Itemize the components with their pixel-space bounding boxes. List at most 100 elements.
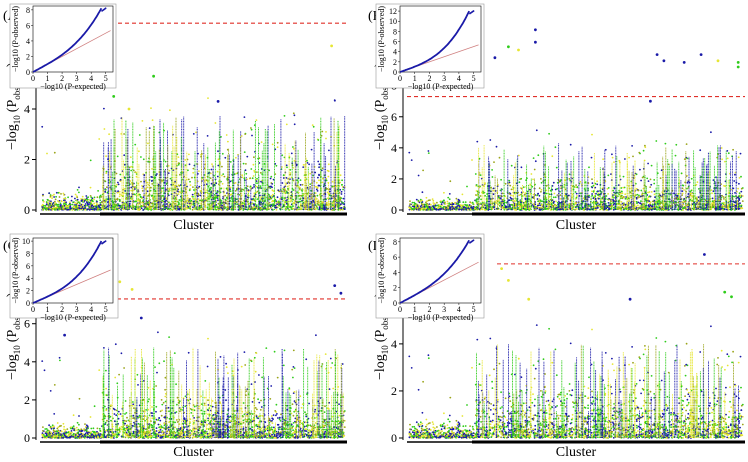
data-point <box>151 179 154 182</box>
data-point <box>312 125 315 128</box>
data-point <box>192 200 195 203</box>
data-point <box>88 199 91 201</box>
data-point <box>316 198 318 200</box>
data-point <box>243 116 246 118</box>
data-point <box>74 193 77 196</box>
data-point <box>325 131 327 133</box>
data-point <box>520 166 523 169</box>
data-point <box>628 156 630 159</box>
data-point <box>96 203 99 206</box>
data-point <box>178 190 181 193</box>
data-point <box>449 180 452 183</box>
data-point <box>341 186 344 188</box>
data-point <box>85 198 87 201</box>
data-point <box>524 197 527 200</box>
data-point <box>75 207 78 210</box>
qq-top-point <box>104 7 107 10</box>
data-point <box>302 166 305 169</box>
data-point <box>653 179 656 181</box>
data-point <box>290 206 292 209</box>
data-point <box>198 205 201 207</box>
data-point <box>117 183 120 186</box>
outlier-point <box>127 107 131 111</box>
data-point <box>340 193 343 195</box>
data-point <box>317 184 320 187</box>
data-point <box>653 193 656 196</box>
data-point <box>234 182 237 184</box>
data-point <box>151 195 153 197</box>
data-point <box>282 177 285 179</box>
data-point <box>224 194 227 197</box>
data-point <box>116 155 119 158</box>
data-point <box>272 209 274 211</box>
data-point <box>552 196 555 199</box>
data-point <box>69 207 72 210</box>
data-point <box>52 206 55 209</box>
data-point <box>259 209 262 211</box>
data-point <box>590 156 593 159</box>
data-point <box>92 200 94 203</box>
data-point <box>64 198 67 200</box>
data-point <box>625 196 627 198</box>
data-point <box>635 200 638 203</box>
data-point <box>42 205 45 207</box>
data-point <box>41 125 44 128</box>
data-point <box>639 168 641 171</box>
y-tick-label: 0 <box>24 203 30 217</box>
data-point <box>286 185 289 188</box>
data-point <box>118 204 120 207</box>
data-point <box>505 205 507 208</box>
data-point <box>575 205 577 208</box>
data-point <box>690 177 693 180</box>
data-point <box>282 174 285 177</box>
data-point <box>276 141 279 144</box>
data-point <box>216 206 219 209</box>
data-point <box>314 201 317 203</box>
data-point <box>302 197 305 200</box>
data-point <box>133 193 136 196</box>
data-point <box>595 200 598 202</box>
data-point <box>740 175 742 178</box>
data-point <box>65 205 67 207</box>
data-point <box>289 200 292 203</box>
data-point <box>251 198 253 201</box>
data-point <box>576 203 579 206</box>
data-point <box>299 200 302 203</box>
data-point <box>318 163 321 166</box>
data-point <box>415 198 418 201</box>
data-point <box>251 202 253 205</box>
data-point <box>342 188 344 191</box>
data-point <box>322 177 324 180</box>
data-point <box>98 138 101 140</box>
data-point <box>104 188 107 191</box>
data-point <box>78 202 81 205</box>
data-point <box>93 198 95 201</box>
data-point <box>275 208 278 211</box>
data-point <box>151 119 154 121</box>
data-point <box>103 128 106 130</box>
data-point <box>444 201 446 204</box>
qq-y-tick-label: 2 <box>26 52 30 61</box>
data-point <box>290 152 293 155</box>
data-point <box>318 204 321 207</box>
data-point <box>188 163 191 166</box>
data-point <box>192 195 194 198</box>
data-point <box>607 187 610 189</box>
data-point <box>141 190 144 192</box>
data-point <box>227 140 229 143</box>
data-point <box>518 181 521 184</box>
data-point <box>538 194 541 197</box>
data-point <box>318 179 320 182</box>
data-point <box>299 184 302 186</box>
data-point <box>244 169 247 172</box>
data-point <box>147 201 149 204</box>
data-point <box>118 190 121 193</box>
data-point <box>146 208 149 211</box>
data-point <box>252 163 255 166</box>
data-point <box>225 202 228 205</box>
data-point <box>75 195 78 198</box>
data-point <box>192 197 194 200</box>
qq-y-title: −log10 (P-observed) <box>11 6 20 72</box>
data-point <box>720 147 723 149</box>
data-points <box>41 44 346 211</box>
